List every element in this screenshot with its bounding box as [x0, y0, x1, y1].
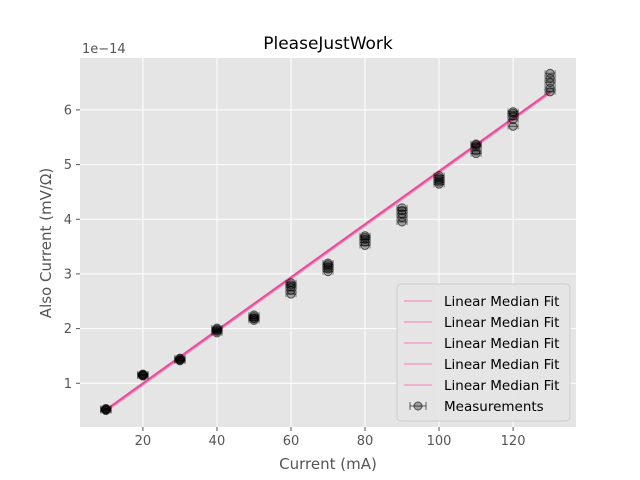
- measurement-point: [396, 203, 408, 213]
- x-axis-label: Current (mA): [279, 455, 377, 473]
- y-axis-ticks: 1 2 3 4 5 6: [64, 103, 80, 392]
- y-axis-offset-label: 1e−14: [82, 42, 126, 57]
- measurement-point: [174, 353, 186, 363]
- x-tick-label: 40: [209, 434, 226, 449]
- measurement-point: [248, 314, 260, 324]
- legend-marker-swatch: [413, 401, 423, 411]
- y-tick-label: 3: [64, 267, 72, 282]
- legend-item-fit: Linear Median Fit: [404, 378, 559, 394]
- measurement-point: [507, 107, 519, 117]
- measurement-markers: [100, 68, 556, 416]
- y-tick-label: 4: [64, 213, 72, 228]
- x-tick-label: 20: [135, 434, 152, 449]
- y-tick-label: 5: [64, 158, 72, 173]
- legend-item-fit: Linear Median Fit: [404, 315, 559, 331]
- legend-label: Linear Median Fit: [444, 378, 559, 394]
- legend-label: Measurements: [444, 399, 544, 415]
- legend-item-measurements: Measurements: [409, 399, 544, 415]
- legend-label: Linear Median Fit: [444, 294, 559, 310]
- legend-label: Linear Median Fit: [444, 357, 559, 373]
- measurement-point: [211, 323, 223, 333]
- measurement-point: [544, 68, 556, 78]
- legend-item-fit: Linear Median Fit: [404, 294, 559, 310]
- chart-title: PleaseJustWork: [263, 34, 393, 54]
- y-tick-label: 1: [64, 377, 72, 392]
- legend-label: Linear Median Fit: [444, 336, 559, 352]
- y-tick-label: 2: [64, 322, 72, 337]
- x-tick-label: 80: [357, 434, 374, 449]
- measurement-point: [470, 140, 482, 150]
- legend-label: Linear Median Fit: [444, 315, 559, 331]
- y-axis-label: Also Current (mV/Ω): [37, 168, 55, 318]
- measurement-point: [100, 403, 112, 413]
- measurement-point: [137, 370, 149, 380]
- measurement-point: [322, 258, 334, 268]
- measurement-point: [507, 121, 519, 131]
- legend-box: [396, 283, 571, 422]
- legend-item-fit: Linear Median Fit: [404, 357, 559, 373]
- x-tick-label: 60: [283, 434, 300, 449]
- measurement-point: [285, 278, 297, 288]
- x-axis-ticks: 20 40 60 80 100 120: [135, 427, 526, 449]
- legend-item-fit: Linear Median Fit: [404, 336, 559, 352]
- measurement-point: [433, 171, 445, 181]
- x-tick-label: 100: [427, 434, 452, 449]
- measurement-point: [359, 231, 371, 241]
- x-tick-label: 120: [501, 434, 526, 449]
- legend: Linear Median Fit Linear Median Fit Linear…: [396, 283, 571, 422]
- legend-items: Linear Median Fit Linear Median Fit Linear…: [404, 294, 559, 415]
- y-tick-label: 6: [64, 103, 72, 118]
